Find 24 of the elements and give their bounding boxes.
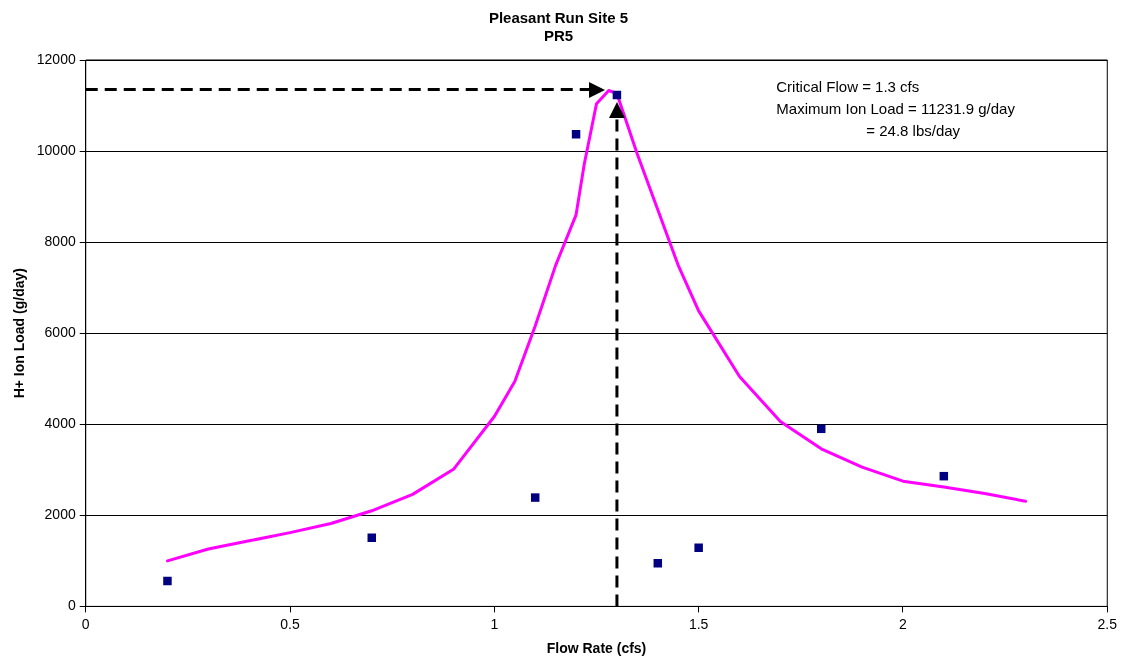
- y-tick-label: 4000: [44, 415, 76, 432]
- x-tick-label: 2.5: [1097, 615, 1118, 632]
- chart-subtitle: PR5: [543, 27, 574, 45]
- point: [694, 543, 703, 552]
- y-tick-label: 0: [67, 597, 76, 614]
- x-tick-label: 0.5: [280, 615, 300, 632]
- y-tick-label: 2000: [44, 506, 76, 523]
- x-tick-label: 0: [81, 615, 90, 632]
- x-tick-label: 1: [490, 615, 499, 632]
- annotation: Critical Flow = 1.3 cfs: [776, 77, 920, 95]
- x-tick-label: 2: [899, 615, 908, 632]
- y-tick-label: 10000: [36, 141, 76, 158]
- y-tick-label: 12000: [36, 50, 76, 67]
- chart-title: Pleasant Run Site 5: [488, 9, 629, 27]
- y-tick-label: 6000: [44, 324, 76, 341]
- point: [163, 576, 172, 586]
- annotation: Maximum Ion Load = 11231.9 g/day: [776, 99, 1016, 117]
- x-axis-title: Flow Rate (cfs): [546, 640, 647, 657]
- point: [530, 493, 540, 502]
- y-axis-title: H+ Ion Load (g/day): [11, 268, 28, 399]
- x-tick-label: 1.5: [688, 615, 709, 632]
- annotation: = 24.8 lbs/day: [866, 121, 961, 139]
- y-tick-label: 8000: [44, 232, 76, 249]
- point: [367, 533, 376, 542]
